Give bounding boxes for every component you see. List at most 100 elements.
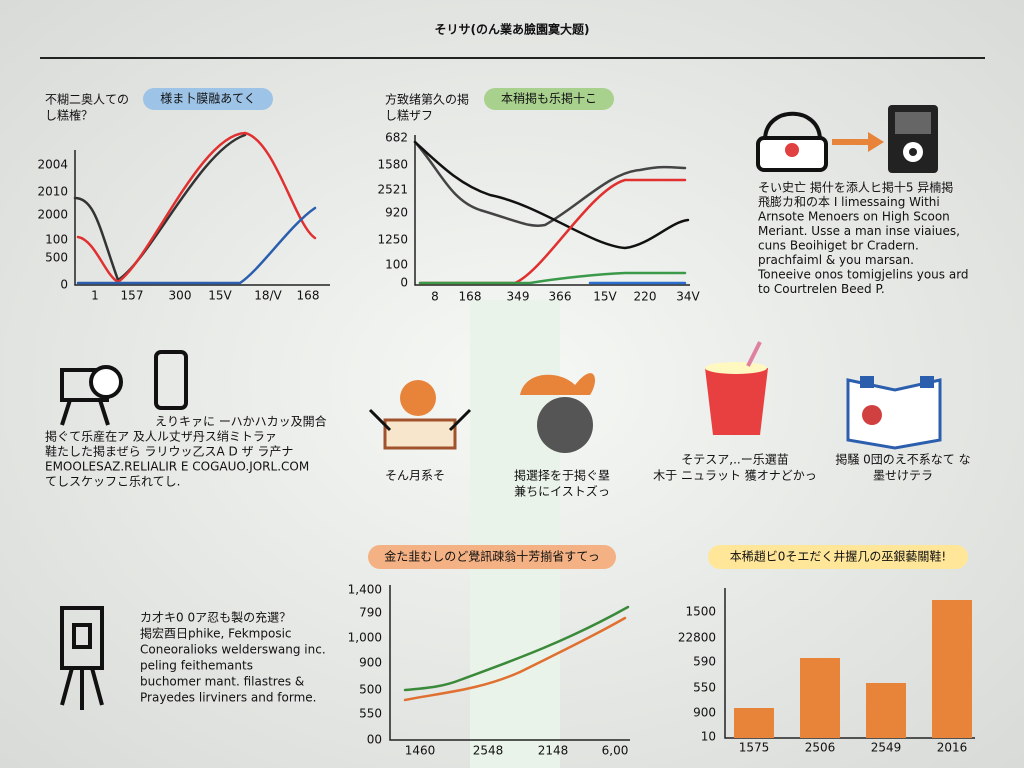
- y-tick-label: 900: [693, 706, 716, 720]
- y-tick-label: 1,400: [348, 583, 382, 597]
- x-tick-label: 2549: [871, 741, 902, 755]
- x-tick-label: 2016: [937, 741, 968, 755]
- pill-label: 様ま卜膜融あてく: [160, 92, 255, 106]
- icon-device: [888, 105, 938, 173]
- x-tick-label: 349: [507, 290, 530, 304]
- x-tick-label: 34V: [676, 290, 700, 304]
- y-tick-label: 0: [400, 276, 408, 290]
- curve: [403, 605, 630, 692]
- description: prachfaiml & you marsan.: [758, 253, 914, 267]
- pill-label: 本稍掲も乐掲十こ: [501, 91, 597, 106]
- item-label: 掲騒 0団のえ不系なて な: [835, 452, 970, 467]
- x-tick-label: 366: [549, 290, 572, 304]
- curve: [418, 271, 687, 285]
- y-tick-label: 920: [385, 206, 408, 220]
- description: Meriant. Usse a man inse viaiues,: [758, 224, 960, 238]
- y-tick-label: 22800: [678, 631, 716, 645]
- description: EMOOLESAZ.RELIALIR E COGAUO.JORL.COM: [45, 460, 309, 474]
- curve: [76, 206, 317, 285]
- description: 鞋たした掲まぜら ラリウッ乙スA D ザ ラ产ナ: [45, 444, 293, 459]
- y-tick-label: 590: [693, 655, 716, 669]
- y-tick-label: 790: [359, 606, 382, 620]
- item-label: 兼ちにイストズっ: [514, 484, 610, 499]
- description: そい史亡 掲什を添人ヒ掲十5 异楠掲: [758, 180, 953, 195]
- y-tick-label: 1250: [377, 233, 408, 247]
- pill-label: 本稀趙ビ0そエだく井握几の巫銀藝關鞋!: [730, 549, 946, 564]
- description: to Courtrelen Beed P.: [758, 282, 885, 296]
- description: peling feithemants: [140, 659, 253, 673]
- bar: [932, 600, 972, 738]
- icon-plug: [60, 606, 104, 710]
- description: buchomer mant. filastres &: [140, 675, 304, 689]
- description: Toneeive onos tomigjelins yous ard: [757, 268, 969, 282]
- pill-label: 金た韭むしのど覺訊疎翁十芳揃省すてっ: [384, 549, 599, 564]
- corridor: [470, 300, 560, 768]
- description: Arnsote Menoers on High Scoon: [758, 210, 950, 224]
- y-tick-label: 682: [385, 131, 408, 145]
- description: Prayedes lirviners and forme.: [140, 691, 316, 705]
- pill: [708, 545, 968, 569]
- item-label: そん月系そ: [385, 469, 445, 483]
- x-tick-label: 300: [169, 289, 192, 303]
- x-tick-label: 2548: [473, 744, 504, 758]
- item-label: 木于 ニュラット 獲オナどかっ: [653, 469, 817, 483]
- x-tick-label: 1575: [739, 741, 770, 755]
- bar: [734, 708, 774, 738]
- description: 飛膨カ和の本 I limessaing Withi: [758, 195, 940, 209]
- item-label: 掲選择を于掲ぐ塁: [514, 468, 610, 483]
- x-tick-label: 15V: [593, 290, 617, 304]
- y-tick-label: 2004: [37, 158, 68, 172]
- x-tick-label: 1: [91, 289, 99, 303]
- pill: [368, 545, 616, 569]
- x-tick-label: 168: [459, 290, 482, 304]
- y-tick-label: 1,000: [348, 631, 382, 645]
- panel-heading: し糕榷？: [45, 108, 93, 123]
- y-tick-label: 1580: [377, 158, 408, 172]
- y-tick-label: 900: [359, 656, 382, 670]
- curve: [418, 178, 687, 285]
- title: そリサ(のん業あ臉園寞大题): [435, 22, 590, 37]
- icon-easel: [60, 365, 123, 426]
- curve: [413, 140, 690, 250]
- description: えりキァに ーハかハカッ及開合: [155, 414, 327, 429]
- axis: [389, 585, 630, 741]
- description: カ才キ0 0ア忍も製の充選？: [140, 610, 291, 625]
- y-tick-label: 100: [45, 233, 68, 247]
- panel-heading: 方致绪第久の掲: [385, 92, 469, 107]
- curve: [76, 131, 317, 284]
- bar: [866, 683, 906, 738]
- y-tick-label: 1500: [685, 605, 716, 619]
- axis: [74, 150, 330, 286]
- axis: [414, 135, 690, 286]
- y-tick-label: 10: [701, 730, 716, 744]
- bar: [800, 658, 840, 738]
- curve: [413, 140, 687, 227]
- icon-animal: [520, 373, 595, 453]
- y-tick-label: 500: [359, 683, 382, 697]
- y-tick-label: 2521: [377, 183, 408, 197]
- curve: [403, 616, 627, 702]
- icon-phone: [154, 350, 188, 410]
- y-tick-label: 00: [367, 733, 382, 747]
- y-tick-label: 550: [359, 707, 382, 721]
- x-tick-label: 15V: [208, 289, 232, 303]
- y-tick-label: 550: [693, 681, 716, 695]
- y-tick-label: 2010: [37, 185, 68, 199]
- y-tick-label: 2000: [37, 208, 68, 222]
- description: cuns Beoihiget br Cradern.: [758, 239, 919, 253]
- pill: [484, 88, 614, 110]
- y-tick-label: 500: [45, 251, 68, 265]
- icon-book: [368, 380, 472, 450]
- x-tick-label: 18/V: [254, 289, 282, 303]
- x-tick-label: 168: [297, 289, 320, 303]
- arrow-head: [868, 132, 884, 152]
- x-tick-label: 157: [121, 289, 144, 303]
- icon-cup: [705, 341, 768, 435]
- icon-bag: [756, 111, 828, 172]
- x-tick-label: 1460: [405, 744, 436, 758]
- x-tick-label: 2506: [805, 741, 836, 755]
- description: 掲ぐて乐産在ア 及人ル丈ザ丹ス绡ミトラァ: [45, 429, 277, 444]
- y-tick-label: 0: [60, 278, 68, 292]
- icon-map: [846, 376, 942, 450]
